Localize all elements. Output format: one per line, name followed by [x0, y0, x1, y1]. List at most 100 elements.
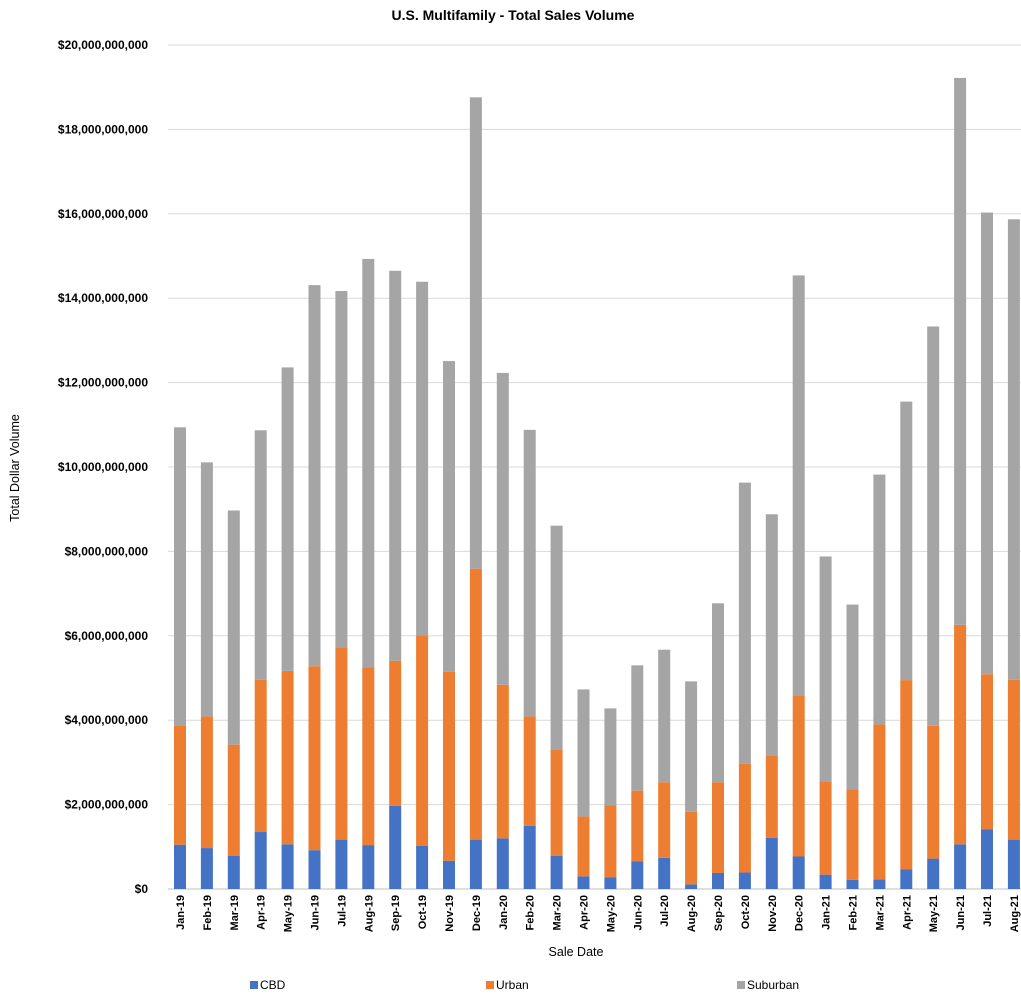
bar-cbd: [738, 872, 751, 889]
bar-cbd: [389, 805, 402, 889]
bar-urban: [496, 684, 509, 839]
bar-cbd: [308, 850, 321, 889]
bar-cbd: [416, 845, 429, 889]
y-axis-label: Total Dollar Volume: [8, 414, 22, 522]
legend-swatch-suburban: [737, 981, 745, 989]
x-tick-label: Jun-19: [310, 895, 322, 930]
bar-urban: [523, 716, 536, 826]
x-tick-label: Oct-19: [417, 895, 429, 929]
bar-cbd: [550, 855, 563, 889]
bar-suburban: [416, 281, 429, 636]
y-tick-label: $14,000,000,000: [58, 291, 148, 305]
bar-suburban: [281, 367, 294, 671]
bar-cbd: [254, 832, 267, 889]
bar-urban: [362, 667, 375, 846]
x-tick-label: Sep-20: [713, 895, 725, 931]
legend-label-suburban: Suburban: [747, 978, 799, 992]
bar-cbd: [631, 861, 644, 889]
bar-urban: [765, 755, 778, 838]
bar-urban: [792, 695, 805, 857]
bar-cbd: [900, 869, 913, 889]
x-tick-label: Sep-19: [390, 895, 402, 931]
bar-cbd: [469, 839, 482, 889]
x-tick-label: Jul-21: [982, 895, 994, 927]
x-tick-label: Aug-20: [686, 895, 698, 932]
bar-urban: [200, 716, 213, 849]
bar-urban: [577, 816, 590, 877]
x-axis-label: Sale Date: [549, 945, 604, 959]
y-tick-label: $4,000,000,000: [65, 713, 149, 727]
bar-suburban: [227, 510, 240, 745]
bar-cbd: [792, 856, 805, 889]
bar-urban: [416, 635, 429, 846]
bar-urban: [174, 725, 186, 845]
bar-suburban: [873, 474, 886, 725]
bar-urban: [443, 671, 455, 861]
legend: CBD Urban Suburban: [250, 978, 799, 992]
bar-suburban: [200, 462, 213, 717]
bar-suburban: [577, 689, 590, 817]
bar-suburban: [1007, 219, 1020, 680]
bar-urban: [281, 670, 294, 845]
bar-suburban: [792, 275, 805, 696]
x-tick-label: Jan-19: [175, 895, 187, 930]
x-tick-label: Feb-20: [525, 895, 537, 930]
bar-urban: [604, 805, 617, 878]
bar-cbd: [496, 838, 509, 889]
bar-urban: [658, 782, 671, 858]
bar-cbd: [1007, 839, 1020, 889]
bar-suburban: [981, 212, 993, 675]
bar-cbd: [658, 857, 671, 889]
x-tick-label: Nov-19: [444, 895, 456, 932]
bar-urban: [685, 811, 698, 885]
bar-suburban: [523, 429, 536, 717]
bar-urban: [873, 724, 886, 880]
x-axis-ticks: Jan-19 Feb-19 Mar-19 Apr-19 May-19 Jun-19 Jul-…: [175, 895, 1021, 932]
bar-urban: [335, 647, 348, 840]
x-tick-label: Feb-19: [202, 895, 214, 930]
x-tick-label: Dec-19: [471, 895, 483, 931]
bar-suburban: [954, 77, 967, 625]
x-tick-label: Jul-19: [336, 895, 348, 927]
bar-cbd: [227, 855, 240, 889]
bar-urban: [712, 782, 724, 873]
bar-suburban: [362, 258, 375, 668]
bar-suburban: [496, 372, 509, 685]
bar-cbd: [846, 879, 859, 889]
bar-urban: [550, 749, 563, 856]
bar-urban: [389, 660, 402, 806]
bar-urban: [1007, 679, 1020, 840]
x-tick-label: Oct-20: [740, 895, 752, 929]
y-tick-label: $6,000,000,000: [65, 629, 149, 643]
x-tick-label: Aug-21: [1009, 895, 1021, 932]
y-tick-label: $16,000,000,000: [58, 207, 148, 221]
bar-cbd: [577, 876, 590, 889]
chart-title: U.S. Multifamily - Total Sales Volume: [392, 7, 635, 23]
bar-suburban: [927, 326, 940, 726]
legend-label-urban: Urban: [496, 978, 529, 992]
y-tick-label: $20,000,000,000: [58, 38, 148, 52]
y-tick-label: $2,000,000,000: [65, 798, 149, 812]
bars: [174, 77, 1020, 889]
bar-cbd: [335, 839, 348, 889]
bar-suburban: [846, 604, 859, 790]
bar-cbd: [523, 825, 536, 889]
bar-urban: [308, 666, 321, 851]
y-tick-label: $12,000,000,000: [58, 376, 148, 390]
y-tick-label: $18,000,000,000: [58, 122, 148, 136]
x-tick-label: Aug-19: [363, 895, 375, 932]
bar-suburban: [900, 401, 913, 681]
bar-urban: [900, 680, 913, 870]
bar-suburban: [631, 665, 644, 791]
bar-cbd: [981, 829, 993, 889]
bar-urban: [981, 674, 993, 830]
bar-urban: [469, 568, 482, 840]
x-tick-label: Apr-19: [256, 895, 268, 930]
bar-cbd: [819, 874, 832, 889]
bar-urban: [954, 624, 967, 845]
x-tick-label: Apr-21: [901, 895, 913, 930]
legend-swatch-cbd: [250, 981, 258, 989]
bar-suburban: [308, 285, 321, 667]
bar-suburban: [658, 649, 671, 783]
bar-suburban: [712, 603, 724, 783]
